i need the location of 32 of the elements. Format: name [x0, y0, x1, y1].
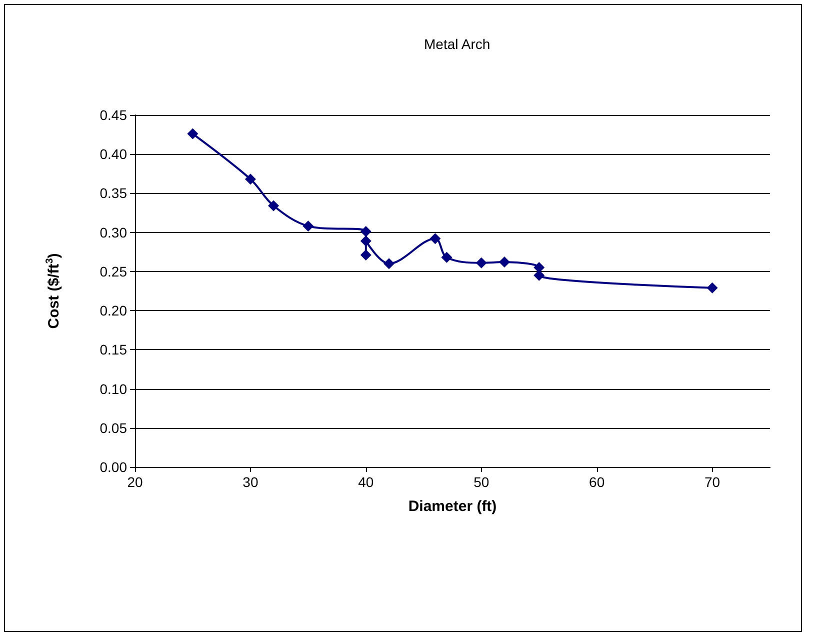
point	[476, 257, 487, 268]
y-tick-label: 0.05	[100, 420, 128, 436]
y-axis-title: Cost ($/ft3)	[44, 253, 62, 329]
point	[441, 252, 452, 263]
point	[430, 233, 441, 244]
chart-title: Metal Arch	[424, 36, 490, 52]
y-tick-label: 0.00	[100, 459, 128, 475]
y-tick-label: 0.30	[100, 224, 128, 240]
y-tick-label: 0.40	[100, 146, 128, 162]
point	[244, 174, 256, 185]
x-tick-label: 20	[127, 474, 143, 490]
y-tick-label: 0.25	[100, 263, 128, 280]
point	[268, 200, 280, 212]
point	[498, 256, 510, 268]
point	[360, 226, 372, 238]
y-tick-label: 0.35	[100, 185, 128, 202]
x-tick-label: 50	[474, 474, 490, 490]
point	[302, 220, 314, 232]
x-axis-title: Diameter (ft)	[408, 498, 497, 515]
point	[360, 250, 372, 261]
x-tick-label: 30	[242, 474, 258, 490]
point	[360, 235, 372, 246]
y-tick-label: 0.15	[100, 342, 128, 358]
point	[706, 282, 718, 294]
y-tick-label: 0.10	[100, 380, 128, 397]
x-tick-label: 60	[589, 474, 605, 490]
x-tick-label: 40	[358, 474, 374, 490]
point	[187, 128, 198, 140]
y-tick-label: 0.20	[100, 302, 128, 319]
y-tick-label: 0.45	[100, 107, 128, 123]
point	[384, 258, 394, 270]
x-tick-label: 70	[704, 474, 720, 490]
